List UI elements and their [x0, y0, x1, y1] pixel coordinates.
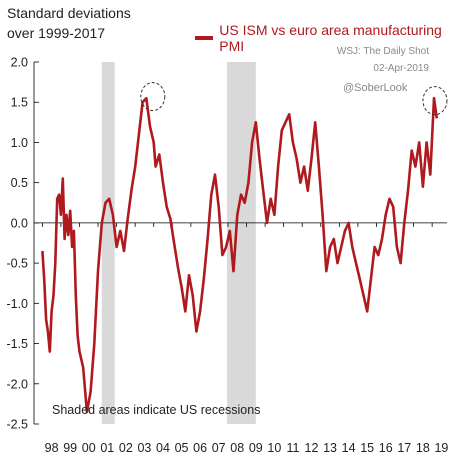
- legend-label: US ISM vs euro area manufacturing PMI: [219, 22, 442, 54]
- x-tick-label: 00: [82, 441, 96, 455]
- series-line-us-ism-vs-euro-pmi: [41, 96, 439, 414]
- y-tick-label: 1.5: [11, 96, 28, 110]
- chart-title-line-2: over 1999-2017: [7, 25, 106, 41]
- y-tick-label: -1.5: [6, 337, 28, 351]
- highlight-circle-1: [422, 86, 448, 116]
- y-tick-label: 0.0: [11, 216, 28, 230]
- x-tick-label: 14: [342, 441, 356, 455]
- recession-note: Shaded areas indicate US recessions: [52, 403, 261, 417]
- x-tick-label: 17: [397, 441, 411, 455]
- y-tick-label: -2.5: [6, 418, 28, 432]
- x-tick-label: 12: [305, 441, 319, 455]
- x-tick-label: 04: [156, 441, 170, 455]
- y-tick-label: 2.0: [11, 56, 28, 70]
- x-axis-ticks: 98 99 00 01 02 03 04 05 06 07 08 09 10 11 12 13 14 15 16 17…: [41, 222, 448, 455]
- x-tick-label: 01: [100, 441, 114, 455]
- y-tick-label: 1.0: [11, 136, 28, 150]
- x-tick-label: 02: [119, 441, 133, 455]
- x-tick-label: 16: [379, 441, 393, 455]
- recession-band-0: [101, 62, 115, 424]
- x-tick-label: 15: [360, 441, 374, 455]
- legend: US ISM vs euro area manufacturing PMI: [195, 22, 461, 54]
- source-handle: @SoberLook: [343, 82, 408, 94]
- y-tick-label: 0.5: [11, 176, 28, 190]
- x-tick-label: 08: [230, 441, 244, 455]
- y-tick-label: -2.0: [6, 377, 28, 391]
- x-tick-label: 10: [267, 441, 281, 455]
- y-axis-ticks: 2.0 1.5 1.0 0.5 0.0 -0.5 -1.0 -1.5 -2.0 -2.5: [6, 56, 39, 432]
- x-tick-label: 11: [286, 441, 299, 455]
- x-tick-label: 19: [434, 441, 448, 455]
- x-tick-label: 03: [137, 441, 151, 455]
- chart-title-line-1: Standard deviations: [7, 5, 131, 21]
- x-tick-label: 18: [416, 441, 430, 455]
- x-tick-label: 98: [45, 441, 59, 455]
- x-tick-label: 06: [193, 441, 207, 455]
- highlight-circles: [140, 82, 448, 116]
- y-tick-label: -1.0: [6, 297, 28, 311]
- x-tick-label: 13: [323, 441, 337, 455]
- x-tick-label: 99: [63, 441, 77, 455]
- y-tick-label: -0.5: [6, 257, 28, 271]
- source-label: WSJ: The Daily Shot: [336, 46, 429, 57]
- source-date: 02-Apr-2019: [373, 63, 429, 74]
- legend-swatch: [195, 36, 214, 40]
- highlight-circle-0: [140, 82, 166, 112]
- x-tick-label: 05: [175, 441, 189, 455]
- x-tick-label: 07: [212, 441, 226, 455]
- x-tick-label: 09: [249, 441, 263, 455]
